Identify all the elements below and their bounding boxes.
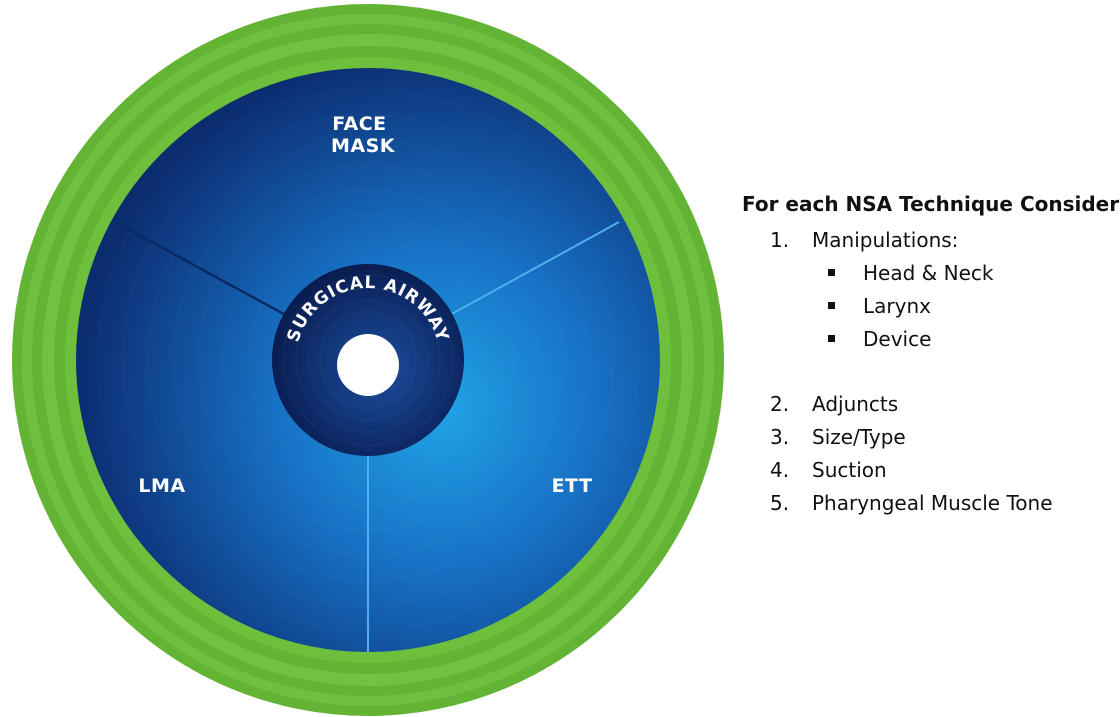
sector-label-face-mask: FACE MASK [331,113,396,157]
sublist-item: Larynx [828,290,1118,323]
list-item-number: 1. [770,228,790,252]
list-item-number: 3. [770,425,790,449]
sector-label-ett: ETT [552,475,593,497]
list-item: 2. Adjuncts [770,388,1118,421]
list-item: 5. Pharyngeal Muscle Tone [770,487,1118,520]
list-spacer [770,356,1118,388]
list-item-label: Manipulations: [812,228,959,252]
list-item-number: 5. [770,491,790,515]
bullet-icon [828,302,835,309]
sublist-item-label: Larynx [863,294,931,318]
center-texture [282,274,454,446]
consideration-panel: For each NSA Technique Consider: 1. Manip… [742,190,1120,520]
sublist-container: Head & Neck Larynx Device [770,257,1118,356]
sublist-item-label: Head & Neck [863,261,994,285]
sublist-item-label: Device [863,327,932,351]
sublist-item: Head & Neck [828,257,1118,290]
consideration-list: 1. Manipulations: Head & Neck Larynx Devi… [742,224,1118,520]
list-item: 1. Manipulations: [770,224,1118,257]
list-item-number: 4. [770,458,790,482]
list-item-number: 2. [770,392,790,416]
bullet-icon [828,269,835,276]
bullet-icon [828,335,835,342]
list-item: 4. Suction [770,454,1118,487]
sector-label-lma: LMA [138,475,185,497]
manipulations-sublist: Head & Neck Larynx Device [770,257,1118,356]
list-item-label: Adjuncts [812,392,899,416]
center-hole [337,334,399,396]
list-item: 3. Size/Type [770,421,1118,454]
vortex-diagram: FACE MASK ETT LMA SURGICAL AIRWAY [12,4,724,716]
list-item-label: Size/Type [812,425,906,449]
list-item-label: Pharyngeal Muscle Tone [812,491,1053,515]
sublist-item: Device [828,323,1118,356]
list-item-label: Suction [812,458,887,482]
consideration-heading: For each NSA Technique Consider: [742,192,1120,216]
